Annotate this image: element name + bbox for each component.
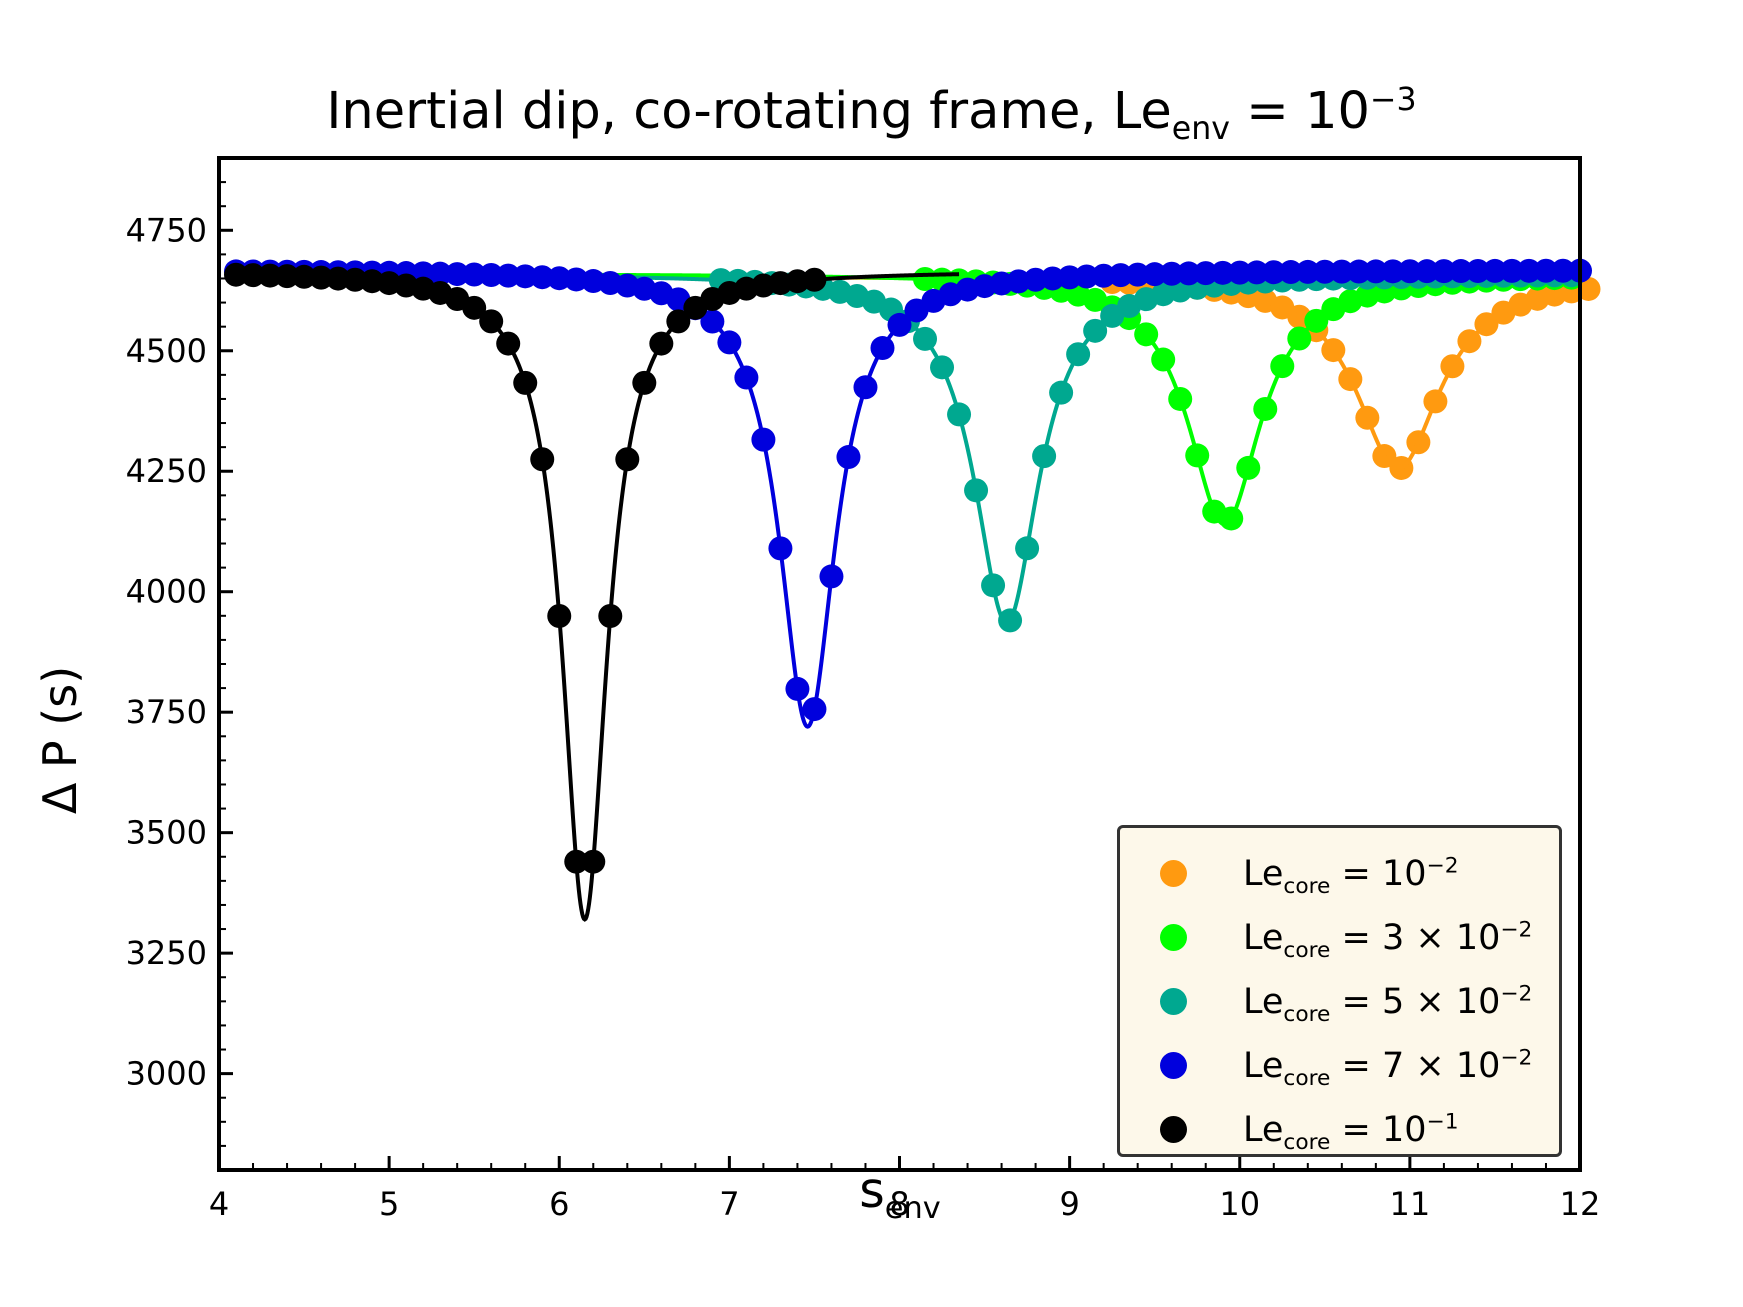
tick-labels: 4 5 6 7 8 9 10 11 12 3000 3250 3500 3750 4000 4250 4500… xyxy=(126,211,1601,1223)
legend-marker xyxy=(1160,860,1187,887)
x-tick-label: 6 xyxy=(549,1185,569,1223)
legend-item: Lecore = 10−1 xyxy=(1120,1104,1559,1156)
series-line xyxy=(227,268,1580,729)
x-tick-label: 9 xyxy=(1059,1185,1079,1223)
legend-label: Lecore = 10−1 xyxy=(1243,1109,1459,1155)
series-layer xyxy=(224,258,1601,922)
y-tick-label: 4500 xyxy=(126,332,207,370)
series-line xyxy=(227,272,960,922)
x-tick-label: 5 xyxy=(379,1185,399,1223)
series-group xyxy=(227,265,1584,531)
plot-frame xyxy=(217,156,1582,1172)
legend-label: Lecore = 10−2 xyxy=(1243,853,1459,899)
y-tick-label: 3250 xyxy=(126,934,207,972)
x-tick-label: 11 xyxy=(1390,1185,1431,1223)
y-tick-label: 3000 xyxy=(126,1055,207,1093)
y-tick-label: 4000 xyxy=(126,573,207,611)
x-tick-label: 8 xyxy=(889,1185,909,1223)
x-tick-label: 7 xyxy=(719,1185,739,1223)
y-tick-label: 4750 xyxy=(126,211,207,249)
legend-item: Lecore = 7 × 10−2 xyxy=(1120,1040,1559,1092)
legend-marker xyxy=(1160,924,1187,951)
x-tick-label: 12 xyxy=(1560,1185,1601,1223)
legend-marker xyxy=(1160,988,1187,1015)
series-group xyxy=(224,262,960,922)
x-tick-label: 4 xyxy=(209,1185,229,1223)
legend-label: Lecore = 7 × 10−2 xyxy=(1243,1045,1533,1091)
legend-marker xyxy=(1160,1052,1187,1079)
x-tick-label: 10 xyxy=(1219,1185,1260,1223)
y-axis-label: Δ P (s) xyxy=(33,665,87,815)
chart-title: Inertial dip, co-rotating frame, Leenv =… xyxy=(326,82,1417,148)
series-line xyxy=(227,274,1581,471)
legend: Lecore = 10−2 Lecore = 3 × 10−2 Lecore =… xyxy=(1117,825,1562,1157)
legend-label: Lecore = 5 × 10−2 xyxy=(1243,981,1533,1027)
series-group xyxy=(224,258,1592,729)
legend-label: Lecore = 3 × 10−2 xyxy=(1243,917,1533,963)
legend-item: Lecore = 10−2 xyxy=(1120,848,1559,900)
data-point xyxy=(1576,276,1601,301)
y-tick-label: 3750 xyxy=(126,693,207,731)
legend-item: Lecore = 3 × 10−2 xyxy=(1120,912,1559,964)
y-tick-label: 3500 xyxy=(126,814,207,852)
legend-marker xyxy=(1160,1116,1187,1143)
y-tick-label: 4250 xyxy=(126,452,207,490)
x-axis-label: senv xyxy=(859,1162,941,1226)
legend-item: Lecore = 5 × 10−2 xyxy=(1120,976,1559,1028)
